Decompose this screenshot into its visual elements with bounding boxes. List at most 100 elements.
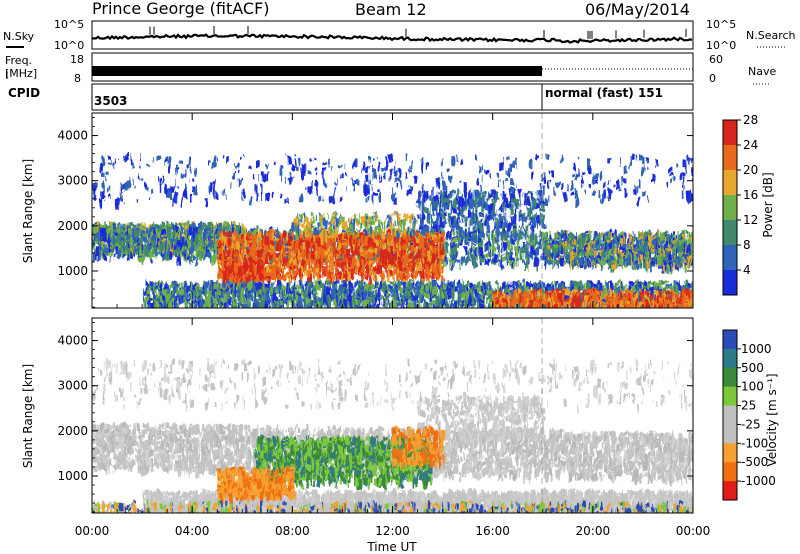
- power-echo: [224, 227, 228, 230]
- power-echo: [107, 242, 110, 252]
- power-echo: [238, 226, 242, 236]
- power-echo: [437, 260, 441, 267]
- power-echo: [200, 247, 203, 255]
- power-echo: [417, 268, 420, 274]
- power-echo: [436, 259, 437, 265]
- power-echo: [322, 235, 325, 240]
- power-echo: [317, 260, 320, 269]
- power-echo: [292, 265, 294, 274]
- power-echo: [613, 240, 615, 249]
- power-echo: [204, 228, 207, 234]
- power-echo: [514, 260, 516, 270]
- power-echo: [307, 270, 309, 278]
- power-echo: [210, 223, 213, 228]
- power-echo: [583, 243, 585, 252]
- power-echo: [454, 229, 457, 237]
- power-echo: [227, 246, 230, 249]
- power-echo: [442, 249, 445, 252]
- power-echo: [429, 234, 431, 241]
- power-echo: [152, 240, 155, 247]
- power-echo: [192, 240, 195, 245]
- power-echo: [513, 240, 515, 251]
- power-echo: [266, 231, 269, 235]
- power-echo: [257, 251, 259, 258]
- power-echo: [386, 233, 389, 237]
- power-echo: [533, 247, 536, 255]
- power-echo: [97, 224, 100, 230]
- power-echo: [338, 275, 340, 284]
- power-echo: [311, 234, 315, 244]
- power-echo: [288, 248, 291, 258]
- power-echo: [353, 244, 357, 251]
- power-echo: [149, 250, 153, 260]
- power-echo: [201, 236, 205, 243]
- power-echo: [127, 228, 130, 235]
- power-echo: [407, 235, 409, 242]
- power-echo: [106, 239, 108, 246]
- power-echo: [233, 242, 236, 248]
- power-echo: [95, 221, 99, 228]
- power-echo: [153, 226, 157, 232]
- power-echo: [114, 238, 117, 245]
- power-echo: [431, 232, 434, 241]
- power-echo: [95, 248, 98, 257]
- power-echo: [386, 243, 389, 251]
- power-echo: [420, 273, 422, 284]
- power-echo: [361, 233, 363, 244]
- power-echo: [541, 254, 544, 259]
- power-echo: [110, 243, 111, 246]
- power-echo: [350, 273, 354, 279]
- power-echo: [351, 256, 354, 261]
- power-echo: [387, 259, 389, 265]
- power-echo: [451, 259, 455, 263]
- power-echo: [479, 246, 483, 253]
- power-echo: [632, 260, 636, 271]
- power-echo: [256, 245, 259, 252]
- power-echo: [669, 235, 671, 243]
- power-echo: [279, 231, 282, 234]
- power-echo: [121, 239, 123, 249]
- power-echo: [391, 242, 394, 250]
- power-echo: [141, 222, 143, 226]
- power-echo: [534, 249, 538, 259]
- power-echo: [186, 223, 188, 226]
- power-echo: [235, 258, 237, 264]
- power-echo: [491, 231, 494, 234]
- power-echo: [159, 230, 162, 239]
- power-echo: [526, 260, 529, 264]
- power-echo: [210, 255, 213, 259]
- noise-left-tick-bottom: 10^0: [54, 39, 84, 52]
- power-echo: [445, 257, 448, 265]
- power-echo: [658, 240, 661, 247]
- power-echo: [430, 251, 433, 262]
- power-echo: [442, 274, 446, 281]
- power-echo: [156, 225, 160, 228]
- power-echo: [316, 248, 318, 254]
- power-echo: [457, 249, 459, 255]
- power-echo: [356, 265, 360, 275]
- power-echo: [210, 235, 213, 238]
- power-echo: [117, 254, 120, 259]
- power-echo: [147, 232, 149, 238]
- power-echo: [207, 236, 210, 241]
- power-echo: [115, 235, 119, 241]
- power-echo: [340, 268, 343, 273]
- power-echo: [176, 234, 179, 238]
- power-echo: [320, 243, 323, 248]
- power-echo: [178, 231, 181, 239]
- power-echo: [520, 234, 524, 240]
- power-echo: [523, 232, 526, 241]
- power-echo: [496, 250, 499, 256]
- power-echo: [621, 232, 624, 239]
- power-echo: [517, 232, 521, 241]
- power-echo: [538, 249, 540, 256]
- power-echo: [184, 240, 188, 245]
- power-echo: [500, 253, 504, 263]
- power-echo: [204, 225, 207, 232]
- power-echo: [531, 244, 534, 253]
- power-echo: [162, 231, 165, 241]
- power-echo: [327, 231, 330, 236]
- power-echo: [537, 241, 540, 245]
- power-echo: [368, 252, 372, 258]
- power-echo: [486, 244, 489, 251]
